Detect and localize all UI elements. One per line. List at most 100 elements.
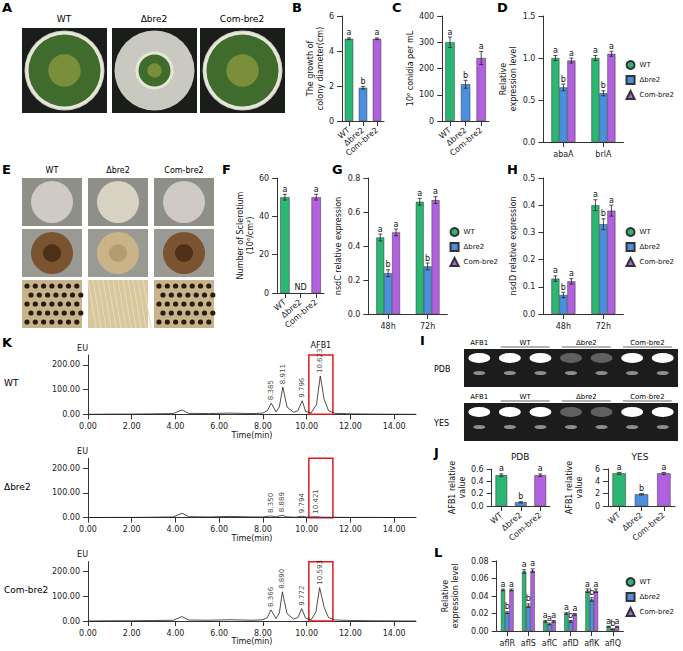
- svg-text:a: a: [501, 580, 506, 589]
- svg-text:nsdC relative expression: nsdC relative expression: [334, 197, 343, 295]
- svg-text:9.772: 9.772: [298, 586, 306, 606]
- svg-text:0: 0: [429, 117, 434, 126]
- svg-text:(10⁶/cm²): (10⁶/cm²): [246, 217, 255, 255]
- svg-text:a: a: [609, 42, 614, 51]
- svg-text:200: 200: [419, 64, 434, 73]
- svg-text:8.350: 8.350: [267, 493, 275, 513]
- svg-text:20: 20: [259, 250, 269, 259]
- svg-text:Δbre2: Δbre2: [464, 243, 485, 251]
- svg-text:14.00: 14.00: [383, 422, 406, 431]
- svg-text:1.0: 1.0: [523, 54, 536, 63]
- svg-text:nsdD relative expression: nsdD relative expression: [509, 197, 518, 296]
- svg-text:Relative: Relative: [499, 63, 508, 95]
- svg-text:WT: WT: [640, 61, 652, 69]
- svg-text:0.0: 0.0: [348, 310, 361, 319]
- svg-text:Δbre2: Δbre2: [576, 393, 597, 401]
- svg-text:1.5: 1.5: [523, 12, 536, 21]
- svg-text:a: a: [538, 464, 543, 473]
- svg-text:value: value: [575, 477, 584, 499]
- svg-text:12.00: 12.00: [339, 525, 362, 534]
- svg-text:10.00: 10.00: [295, 422, 318, 431]
- svg-text:0.4: 0.4: [471, 477, 484, 486]
- svg-text:WT: WT: [520, 339, 532, 347]
- svg-text:a: a: [661, 463, 666, 472]
- svg-text:4.00: 4.00: [167, 629, 185, 638]
- svg-text:200.00: 200.00: [52, 567, 80, 576]
- svg-text:Com-bre2: Com-bre2: [464, 258, 498, 266]
- svg-text:aflD: aflD: [563, 639, 579, 648]
- svg-text:abaA: abaA: [553, 150, 574, 159]
- svg-text:72h: 72h: [596, 322, 611, 331]
- svg-text:0.4: 0.4: [523, 201, 536, 210]
- svg-text:a: a: [530, 559, 535, 568]
- svg-text:48h: 48h: [381, 322, 396, 331]
- svg-text:2.00: 2.00: [123, 629, 141, 638]
- svg-text:a: a: [347, 28, 352, 37]
- svg-text:8.911: 8.911: [279, 364, 287, 384]
- svg-text:a: a: [282, 185, 287, 194]
- svg-text:0.00: 0.00: [471, 627, 489, 636]
- svg-text:brlA: brlA: [595, 150, 612, 159]
- svg-text:b: b: [561, 283, 566, 292]
- svg-text:8.889: 8.889: [278, 492, 286, 512]
- svg-text:100.00: 100.00: [52, 488, 80, 497]
- svg-text:b: b: [639, 484, 644, 493]
- svg-text:AFB1 relative: AFB1 relative: [448, 461, 457, 514]
- svg-text:aflK: aflK: [584, 639, 600, 648]
- svg-text:0: 0: [595, 502, 600, 511]
- svg-text:Com-bre2: Com-bre2: [631, 511, 667, 543]
- svg-text:12.00: 12.00: [339, 422, 362, 431]
- svg-text:0.8: 0.8: [348, 174, 361, 183]
- svg-text:Com-bre2: Com-bre2: [344, 126, 380, 158]
- svg-text:a: a: [553, 266, 558, 275]
- svg-text:0.5: 0.5: [523, 96, 536, 105]
- svg-text:0.0: 0.0: [523, 138, 536, 147]
- svg-text:60: 60: [259, 174, 269, 183]
- svg-text:a: a: [479, 42, 484, 51]
- svg-text:2: 2: [595, 489, 600, 498]
- svg-text:WT: WT: [520, 393, 532, 401]
- svg-text:a: a: [509, 580, 514, 589]
- svg-text:14.00: 14.00: [383, 629, 406, 638]
- svg-text:a: a: [593, 46, 598, 55]
- svg-text:a: a: [433, 187, 438, 196]
- svg-text:400: 400: [419, 12, 434, 21]
- svg-text:Com-bre2: Com-bre2: [448, 126, 484, 158]
- svg-text:Com-bre2: Com-bre2: [640, 258, 674, 266]
- svg-text:10.421: 10.421: [312, 489, 320, 514]
- svg-text:a: a: [314, 185, 319, 194]
- svg-text:b: b: [518, 492, 523, 501]
- svg-text:200.00: 200.00: [52, 360, 80, 369]
- svg-text:The growth of: The growth of: [306, 41, 315, 98]
- svg-text:AFB1 relative: AFB1 relative: [565, 461, 574, 514]
- svg-text:a: a: [378, 225, 383, 234]
- svg-text:10.00: 10.00: [295, 525, 318, 534]
- svg-text:0.00: 0.00: [79, 525, 97, 534]
- svg-text:4.00: 4.00: [167, 525, 185, 534]
- svg-text:0.02: 0.02: [471, 609, 489, 618]
- svg-text:EU: EU: [77, 447, 88, 456]
- svg-text:b: b: [561, 75, 566, 84]
- svg-text:b: b: [526, 594, 531, 603]
- svg-text:EU: EU: [77, 344, 88, 353]
- svg-text:aflS: aflS: [521, 639, 536, 648]
- svg-text:WT: WT: [464, 228, 476, 236]
- svg-text:a: a: [593, 580, 598, 589]
- svg-text:Relative: Relative: [441, 580, 450, 612]
- svg-text:aflR: aflR: [500, 639, 516, 648]
- svg-text:0: 0: [264, 289, 269, 298]
- svg-text:9.796: 9.796: [298, 377, 306, 398]
- svg-text:0.2: 0.2: [348, 276, 361, 285]
- svg-text:6: 6: [329, 12, 334, 21]
- svg-text:a: a: [522, 560, 527, 569]
- svg-text:WT: WT: [57, 14, 72, 24]
- svg-text:8.890: 8.890: [278, 569, 286, 589]
- svg-text:0.00: 0.00: [62, 410, 80, 419]
- svg-text:colony diameter(cm): colony diameter(cm): [316, 27, 325, 110]
- svg-text:WT: WT: [640, 578, 652, 586]
- svg-text:Number of Sclerotium: Number of Sclerotium: [236, 191, 245, 279]
- svg-text:40: 40: [259, 212, 269, 221]
- svg-text:0.5: 0.5: [523, 174, 536, 183]
- svg-text:AFB1: AFB1: [470, 393, 488, 401]
- svg-text:Time(min): Time(min): [231, 534, 273, 543]
